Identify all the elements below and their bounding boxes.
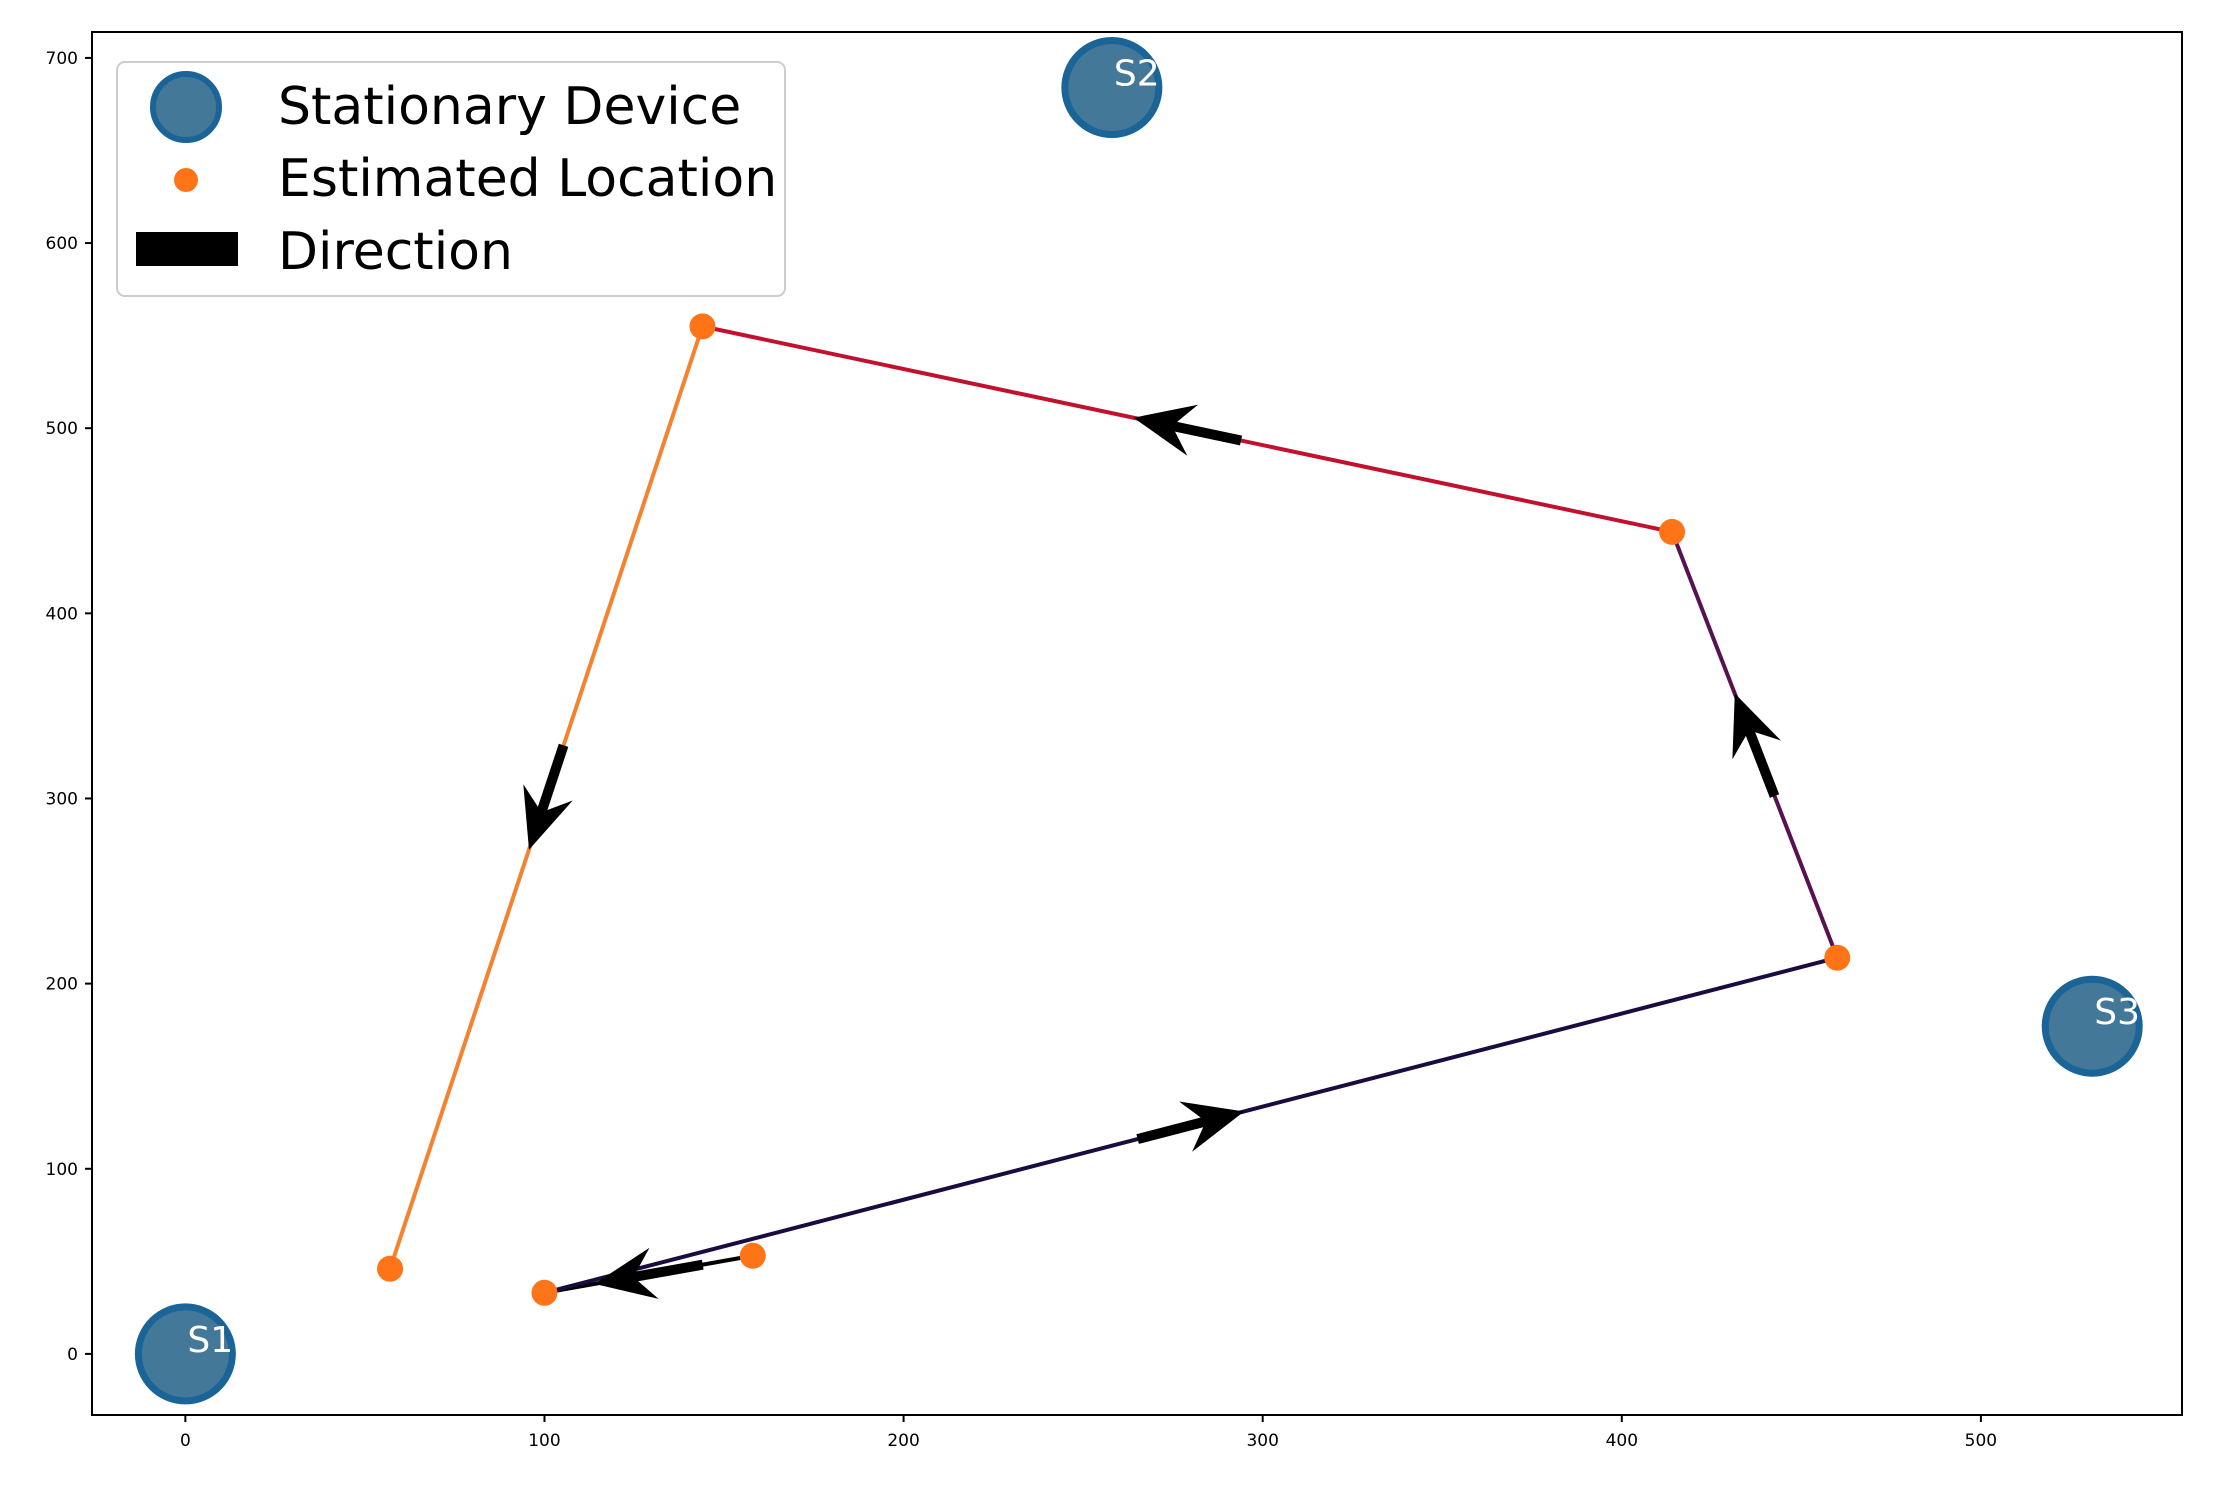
direction-arrow-2	[1732, 693, 1781, 798]
stationary-device-s2: S2	[1061, 37, 1163, 139]
stationary-device-label: S2	[1114, 54, 1160, 95]
estimated-location-point-5	[377, 1255, 404, 1282]
stationary-device-marker	[2041, 975, 2143, 1077]
y-tick-label: 500	[46, 419, 78, 439]
plot-frame	[91, 31, 2183, 1416]
legend-location-label: Estimated Location	[278, 149, 777, 209]
stationary-device-s1: S1	[134, 1303, 236, 1405]
stationary-device-marker	[1061, 37, 1163, 139]
x-tick-label: 200	[887, 1431, 919, 1451]
x-axis-ticks: 0 100 200 300 400 500	[180, 1415, 1997, 1451]
legend-direction-marker	[136, 232, 238, 266]
y-tick-label: 100	[46, 1160, 78, 1180]
direction-arrows	[523, 404, 1781, 1299]
stationary-device-s3: S3	[2041, 975, 2143, 1077]
y-axis-ticks: 0 100 200 300 400 500 600 700	[46, 49, 92, 1365]
direction-arrow-0	[594, 1247, 704, 1299]
direction-arrow-4	[523, 743, 573, 850]
legend-location-marker	[174, 168, 198, 192]
x-tick-label: 100	[528, 1431, 560, 1451]
direction-arrow-3	[1133, 404, 1243, 456]
y-tick-label: 700	[46, 49, 78, 69]
estimated-location-point-4	[689, 313, 716, 340]
legend-box	[116, 61, 786, 297]
legend-stationary-marker	[150, 71, 222, 143]
x-tick-label: 500	[1965, 1431, 1997, 1451]
y-tick-label: 0	[67, 1345, 78, 1365]
estimated-location-point-0	[739, 1242, 766, 1269]
x-tick-label: 300	[1246, 1431, 1278, 1451]
estimated-location-point-1	[531, 1279, 558, 1306]
estimated-location-point-3	[1659, 518, 1686, 545]
estimated-locations	[377, 313, 1851, 1306]
legend-stationary-label: Stationary Device	[278, 77, 741, 137]
legend: Stationary Device Estimated Location Dir…	[116, 61, 786, 297]
estimated-location-point-2	[1824, 944, 1851, 971]
stationary-device-marker	[134, 1303, 236, 1405]
x-tick-label: 0	[180, 1431, 191, 1451]
y-tick-label: 300	[46, 789, 78, 809]
direction-arrow-1	[1136, 1101, 1245, 1152]
stationary-devices: S1 S2 S3	[134, 37, 2143, 1405]
y-tick-label: 400	[46, 604, 78, 624]
x-tick-label: 400	[1606, 1431, 1638, 1451]
stationary-device-label: S1	[187, 1320, 233, 1361]
y-tick-label: 600	[46, 234, 78, 254]
y-tick-label: 200	[46, 975, 78, 995]
legend-direction-label: Direction	[278, 222, 513, 282]
stationary-device-label: S3	[2094, 992, 2140, 1033]
